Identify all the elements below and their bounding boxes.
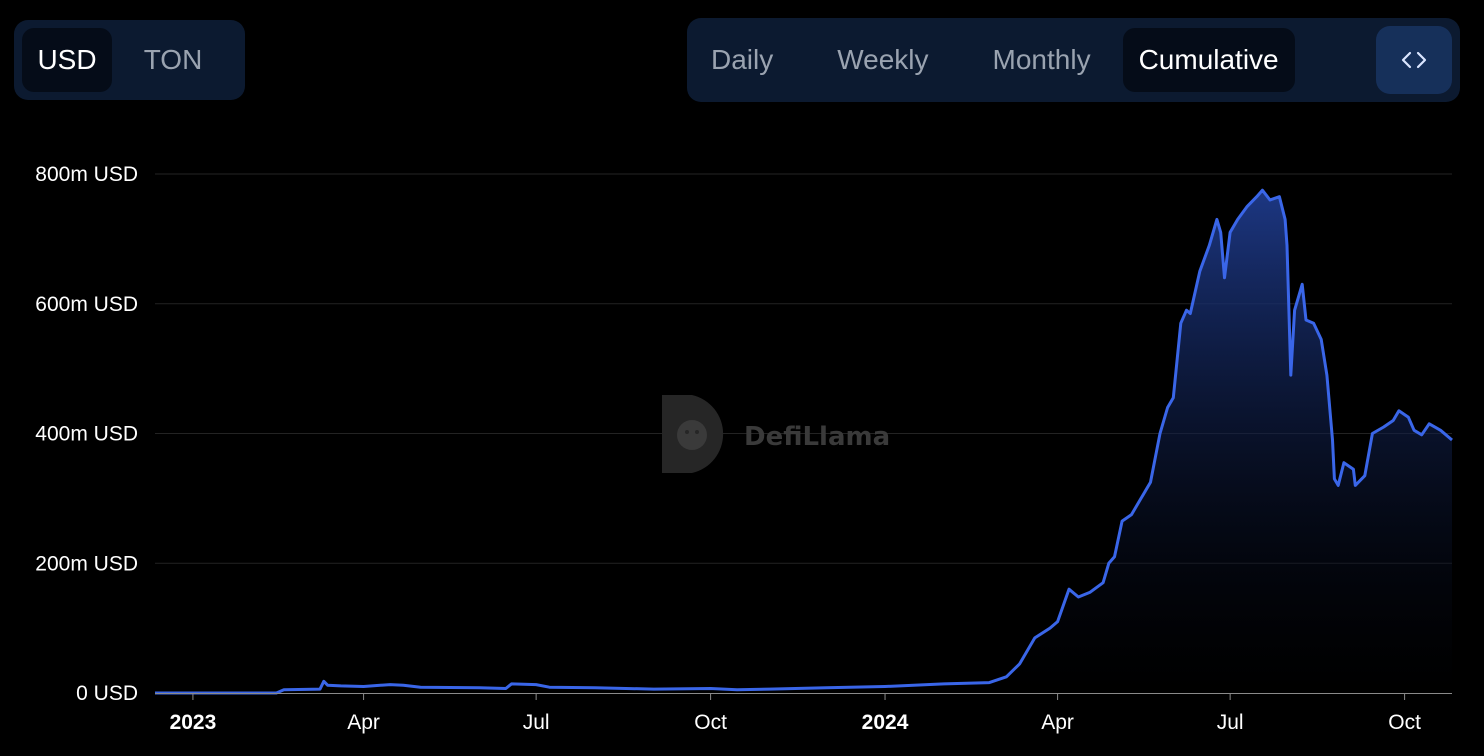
y-tick-label: 600m USD <box>35 293 138 316</box>
series-line <box>155 188 1453 695</box>
watermark: DefiLlama <box>662 395 890 473</box>
currency-ton-button[interactable]: TON <box>143 44 203 75</box>
period-cumulative-button[interactable]: Cumulative <box>1122 28 1295 92</box>
x-tick-label: Oct <box>1388 711 1421 734</box>
code-brackets-icon <box>1401 51 1427 69</box>
x-tick-label: 2024 <box>862 711 909 734</box>
embed-code-button[interactable] <box>1376 26 1452 94</box>
x-tick-label: Jul <box>1217 711 1244 734</box>
x-tick-label: Apr <box>347 711 380 734</box>
period-toggle: Daily Weekly Monthly Cumulative <box>687 18 1460 102</box>
period-daily-button[interactable]: Daily <box>711 44 774 75</box>
currency-toggle: USD TON <box>14 20 245 100</box>
period-monthly-button[interactable]: Monthly <box>992 44 1091 75</box>
x-tick-label: Apr <box>1041 711 1074 734</box>
y-axis-ticks: 0 USD 200m USD 400m USD 600m USD 800m USD <box>35 163 138 705</box>
x-tick-label: Oct <box>694 711 727 734</box>
y-tick-label: 800m USD <box>35 163 138 186</box>
x-tick-label: Jul <box>523 711 550 734</box>
currency-usd-button[interactable]: USD <box>22 28 112 92</box>
period-weekly-button[interactable]: Weekly <box>837 44 929 75</box>
defillama-logo-icon <box>662 395 724 473</box>
y-tick-label: 0 USD <box>76 682 138 705</box>
y-tick-label: 400m USD <box>35 423 138 446</box>
series-area <box>155 190 1452 693</box>
y-tick-label: 200m USD <box>35 552 138 575</box>
watermark-text: DefiLlama <box>744 422 890 452</box>
x-axis-ticks: 2023 Apr Jul Oct 2024 Apr Jul Oct <box>170 693 1421 734</box>
x-tick-label: 2023 <box>170 711 217 734</box>
